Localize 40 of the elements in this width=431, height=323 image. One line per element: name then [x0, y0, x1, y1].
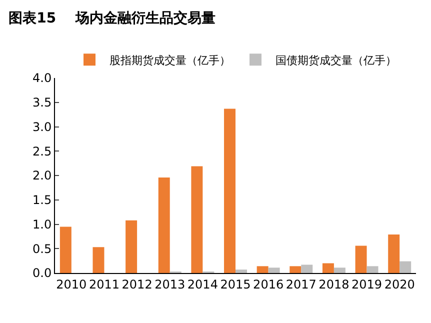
x-tick-label: 2012	[122, 277, 152, 292]
x-tick-label: 2013	[154, 277, 186, 292]
y-tick-label: 4.0	[32, 71, 52, 86]
x-tick-label: 2018	[318, 277, 350, 292]
bar	[268, 268, 280, 273]
bar	[334, 268, 346, 273]
y-tick-label: 1.0	[32, 217, 52, 232]
y-tick-label: 2.0	[32, 168, 52, 183]
bar	[256, 266, 268, 273]
y-tick-label: 1.5	[32, 193, 52, 208]
bar	[60, 226, 72, 273]
bar	[322, 263, 334, 273]
x-tick-label: 2014	[187, 277, 218, 292]
y-tick-label: 3.0	[32, 120, 52, 134]
bar	[366, 266, 378, 273]
y-tick-label: 0.5	[32, 242, 52, 256]
bar	[191, 166, 203, 273]
x-tick-label: 2019	[351, 277, 382, 292]
legend-label: 国债期货成交量（亿手）	[276, 54, 396, 67]
y-tick-label: 3.5	[32, 96, 52, 110]
x-tick-label: 2011	[88, 277, 120, 292]
bar	[126, 220, 138, 273]
chart-title: 图表15 场内金融衍生品交易量	[8, 10, 216, 27]
x-tick-label: 2010	[56, 277, 87, 292]
y-tick-label: 2.5	[32, 144, 52, 158]
bar	[92, 247, 104, 273]
bar	[158, 177, 170, 273]
bar	[388, 234, 400, 273]
bar	[290, 266, 302, 273]
x-tick-label: 2016	[253, 277, 284, 292]
bar	[224, 108, 236, 273]
bar	[236, 270, 247, 273]
legend-label: 股指期货成交量（亿手）	[110, 54, 230, 67]
x-tick-label: 2015	[220, 277, 251, 292]
bar	[400, 261, 412, 273]
y-tick-label: 0.0	[32, 266, 52, 280]
bar	[301, 264, 313, 273]
x-tick-label: 2020	[384, 277, 415, 292]
x-tick-label: 2017	[286, 277, 316, 292]
bar	[355, 246, 367, 273]
